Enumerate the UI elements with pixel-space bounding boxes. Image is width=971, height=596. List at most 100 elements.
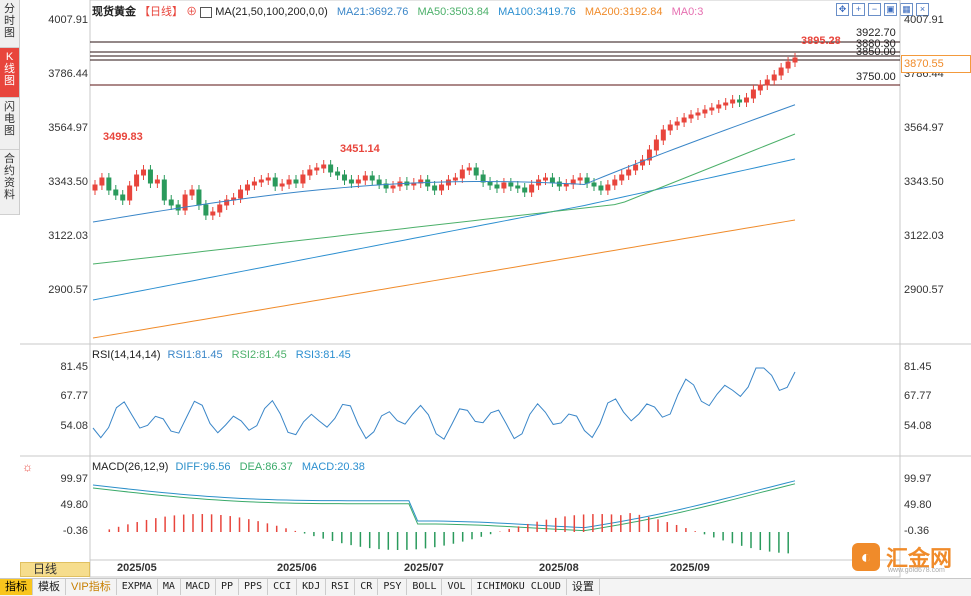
candle-body bbox=[702, 109, 708, 114]
settings-icon[interactable]: ⊕ bbox=[186, 6, 198, 18]
zoom-out-icon[interactable]: − bbox=[868, 3, 881, 16]
ma0-value: MA0:3 bbox=[671, 6, 704, 18]
gold678-logo: ◐ 汇金网 www.gold678.com bbox=[852, 543, 964, 575]
rsi-axis-left-0: 81.45 bbox=[60, 361, 88, 373]
rsi-axis-left-1: 67.77 bbox=[60, 390, 88, 402]
price-axis-left-3: 3343.50 bbox=[48, 176, 88, 188]
bottom-btn-cr[interactable]: CR bbox=[355, 579, 379, 595]
candle-body bbox=[653, 139, 659, 151]
bottom-btn-expma[interactable]: EXPMA bbox=[117, 579, 158, 595]
candle-body bbox=[92, 184, 98, 191]
candle-body bbox=[362, 175, 368, 181]
candle-body bbox=[300, 174, 306, 184]
tab-timeshare[interactable]: 分时图 bbox=[0, 0, 19, 48]
x-label-2: 2025/07 bbox=[404, 562, 444, 574]
candle-body bbox=[376, 179, 382, 185]
tab-lightning-label: 闪电图 bbox=[4, 101, 15, 137]
candle-body bbox=[314, 167, 320, 171]
bottom-btn-kdj[interactable]: KDJ bbox=[297, 579, 327, 595]
candle-body bbox=[542, 177, 548, 181]
candle-body bbox=[681, 117, 687, 123]
candle-body bbox=[189, 189, 195, 196]
period-button[interactable]: 日线 bbox=[20, 562, 90, 577]
candle-body bbox=[161, 179, 167, 201]
bottom-btn-psy[interactable]: PSY bbox=[378, 579, 408, 595]
tab-contract-label: 合约资料 bbox=[4, 153, 15, 201]
candle-body bbox=[335, 171, 341, 176]
bottom-btn-vol[interactable]: VOL bbox=[442, 579, 472, 595]
candle-body bbox=[432, 185, 438, 191]
candle-body bbox=[577, 177, 583, 181]
ma200-value: MA200:3192.84 bbox=[584, 6, 663, 18]
candle-body bbox=[660, 129, 666, 141]
ma-settings-icon[interactable] bbox=[200, 6, 213, 18]
bottom-btn-pps[interactable]: PPS bbox=[239, 579, 269, 595]
close-icon[interactable]: × bbox=[916, 3, 929, 16]
candle-body bbox=[549, 177, 555, 183]
candle-body bbox=[459, 169, 465, 179]
hline-label-0: 3922.70 bbox=[856, 27, 896, 39]
price-axis-left-0: 4007.91 bbox=[48, 14, 88, 26]
candle-body bbox=[764, 79, 770, 86]
bottom-btn-ichimoku[interactable]: ICHIMOKU CLOUD bbox=[472, 579, 567, 595]
move-icon[interactable]: ✥ bbox=[836, 3, 849, 16]
price-axis-right-0: 4007.91 bbox=[904, 14, 944, 26]
candle-body bbox=[466, 167, 472, 171]
ma-label: MA(21,50,100,200,0,0) bbox=[215, 6, 328, 18]
candle-body bbox=[141, 169, 147, 176]
candle-body bbox=[224, 199, 230, 206]
candle-body bbox=[251, 181, 257, 186]
rsi-line bbox=[92, 367, 796, 440]
candle-body bbox=[771, 74, 777, 81]
ma100-value: MA100:3419.76 bbox=[498, 6, 576, 18]
instrument-name: 现货黄金 bbox=[92, 6, 136, 18]
bottom-btn-boll[interactable]: BOLL bbox=[407, 579, 443, 595]
candle-body bbox=[272, 177, 278, 187]
chart-header: 现货黄金 【日线】 ⊕ MA(21,50,100,200,0,0) MA21:3… bbox=[92, 3, 703, 19]
candle-body bbox=[286, 179, 292, 185]
indicator-toolbar: 指标 模板 VIP指标 EXPMA MA MACD PP PPS CCI KDJ RSI CR PSY B… bbox=[0, 578, 971, 596]
bottom-btn-pp[interactable]: PP bbox=[216, 579, 240, 595]
price-axis-left-1: 3786.44 bbox=[48, 68, 88, 80]
bottom-btn-macd[interactable]: MACD bbox=[181, 579, 216, 595]
price-axis-right-5: 2900.57 bbox=[904, 284, 944, 296]
bottom-btn-settings[interactable]: 设置 bbox=[567, 579, 600, 595]
zoom-in-icon[interactable]: + bbox=[852, 3, 865, 16]
candle-body bbox=[646, 149, 652, 161]
rsi2-value: RSI2:81.45 bbox=[231, 349, 287, 361]
rsi-axis-right-2: 54.08 bbox=[904, 420, 932, 432]
tab-timeshare-label: 分时图 bbox=[4, 3, 15, 39]
candle-body bbox=[473, 167, 479, 176]
bottom-btn-vip[interactable]: VIP指标 bbox=[66, 579, 117, 595]
grid-icon[interactable]: ▦ bbox=[900, 3, 913, 16]
candle-body bbox=[501, 182, 507, 189]
candle-body bbox=[494, 184, 500, 189]
x-label-0: 2025/05 bbox=[117, 562, 157, 574]
candle-body bbox=[279, 183, 285, 187]
candle-body bbox=[321, 164, 327, 169]
candle-body bbox=[667, 124, 673, 131]
ma200-line bbox=[92, 219, 796, 339]
bottom-btn-indicator[interactable]: 指标 bbox=[0, 579, 33, 595]
rsi-axis-left-2: 54.08 bbox=[60, 420, 88, 432]
tab-lightning[interactable]: 闪电图 bbox=[0, 98, 19, 150]
macd-dea-line bbox=[92, 483, 796, 532]
bottom-btn-ma[interactable]: MA bbox=[158, 579, 181, 595]
candle-body bbox=[265, 177, 271, 181]
kline-chart[interactable] bbox=[0, 0, 971, 578]
candle-body bbox=[778, 67, 784, 76]
candle-body bbox=[723, 102, 729, 106]
candle-body bbox=[743, 97, 749, 103]
fit-icon[interactable]: ▣ bbox=[884, 3, 897, 16]
rsi1-value: RSI1:81.45 bbox=[167, 349, 223, 361]
bottom-btn-cci[interactable]: CCI bbox=[268, 579, 298, 595]
hline-label-3: 3750.00 bbox=[856, 71, 896, 83]
diff-value: DIFF:96.56 bbox=[175, 461, 231, 473]
bottom-btn-template[interactable]: 模板 bbox=[33, 579, 66, 595]
sun-icon[interactable]: ☼ bbox=[22, 460, 33, 474]
bottom-btn-rsi[interactable]: RSI bbox=[326, 579, 356, 595]
chart-toolbar: ✥ + − ▣ ▦ × bbox=[836, 3, 932, 16]
tab-contract-info[interactable]: 合约资料 bbox=[0, 150, 19, 215]
